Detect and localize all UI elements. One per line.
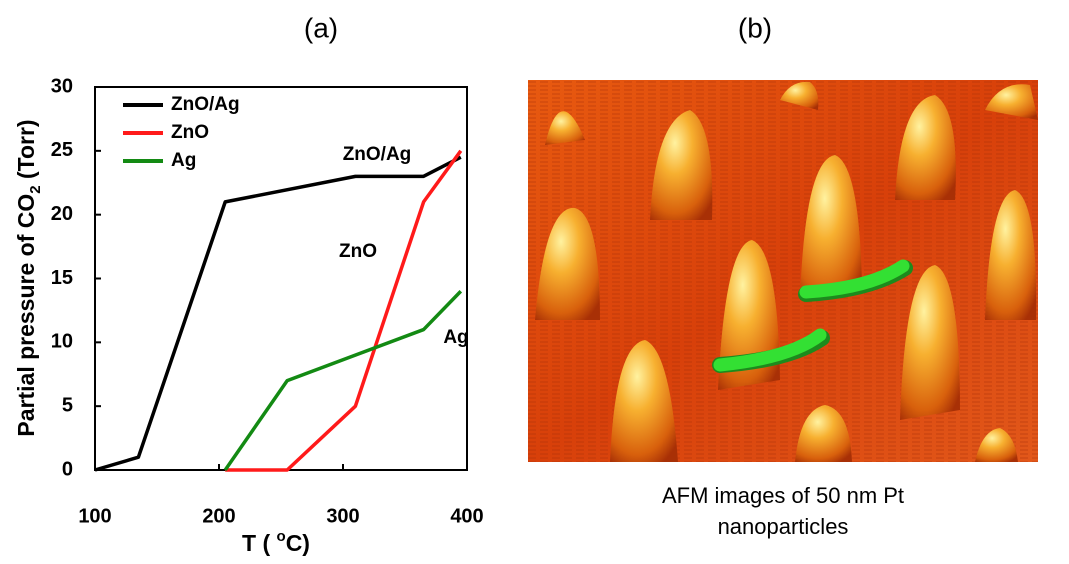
panel-label: (a) <box>304 12 338 43</box>
caption: AFM images of 50 nm Pt <box>662 483 904 508</box>
y-tick-label: 25 <box>51 139 73 161</box>
x-tick-label: 100 <box>78 505 111 527</box>
x-tick-label: 200 <box>202 505 235 527</box>
panel-label: (b) <box>738 12 772 43</box>
y-tick-label: 15 <box>51 267 73 289</box>
legend-label: Ag <box>171 150 196 171</box>
y-tick-label: 0 <box>62 458 73 480</box>
y-tick-label: 10 <box>51 331 73 353</box>
annotation: Ag <box>443 327 468 348</box>
x-label-text: T ( <box>242 530 277 556</box>
page: {"chart_data": {"type": "line", "panel_l… <box>0 0 1069 564</box>
y-label-sub: 2 <box>27 185 44 193</box>
y-tick-label: 5 <box>62 394 73 416</box>
annotation: ZnO <box>339 241 377 262</box>
x-label-sup: o <box>277 528 286 545</box>
legend-label: ZnO <box>171 122 209 143</box>
y-tick-label: 20 <box>51 203 73 225</box>
y-tick-label: 30 <box>51 75 73 97</box>
x-axis-label: T ( oC) <box>242 528 310 556</box>
x-label-suffix: C) <box>286 530 310 556</box>
x-tick-label: 300 <box>326 505 359 527</box>
figure: (a) (b) AFM images of 50 nm Pt nanoparti… <box>0 0 1069 564</box>
series-line <box>225 291 461 470</box>
series-line <box>95 157 461 470</box>
y-axis-label: Partial pressure of CO2 (Torr) <box>13 119 44 436</box>
legend-label: ZnO/Ag <box>171 94 240 115</box>
y-label-text: Partial pressure of CO <box>13 194 39 437</box>
afm-image <box>528 80 1038 462</box>
annotation: ZnO/Ag <box>343 144 412 165</box>
x-tick-label: 400 <box>450 505 483 527</box>
y-label-suffix: (Torr) <box>13 119 39 185</box>
caption: nanoparticles <box>718 514 849 539</box>
